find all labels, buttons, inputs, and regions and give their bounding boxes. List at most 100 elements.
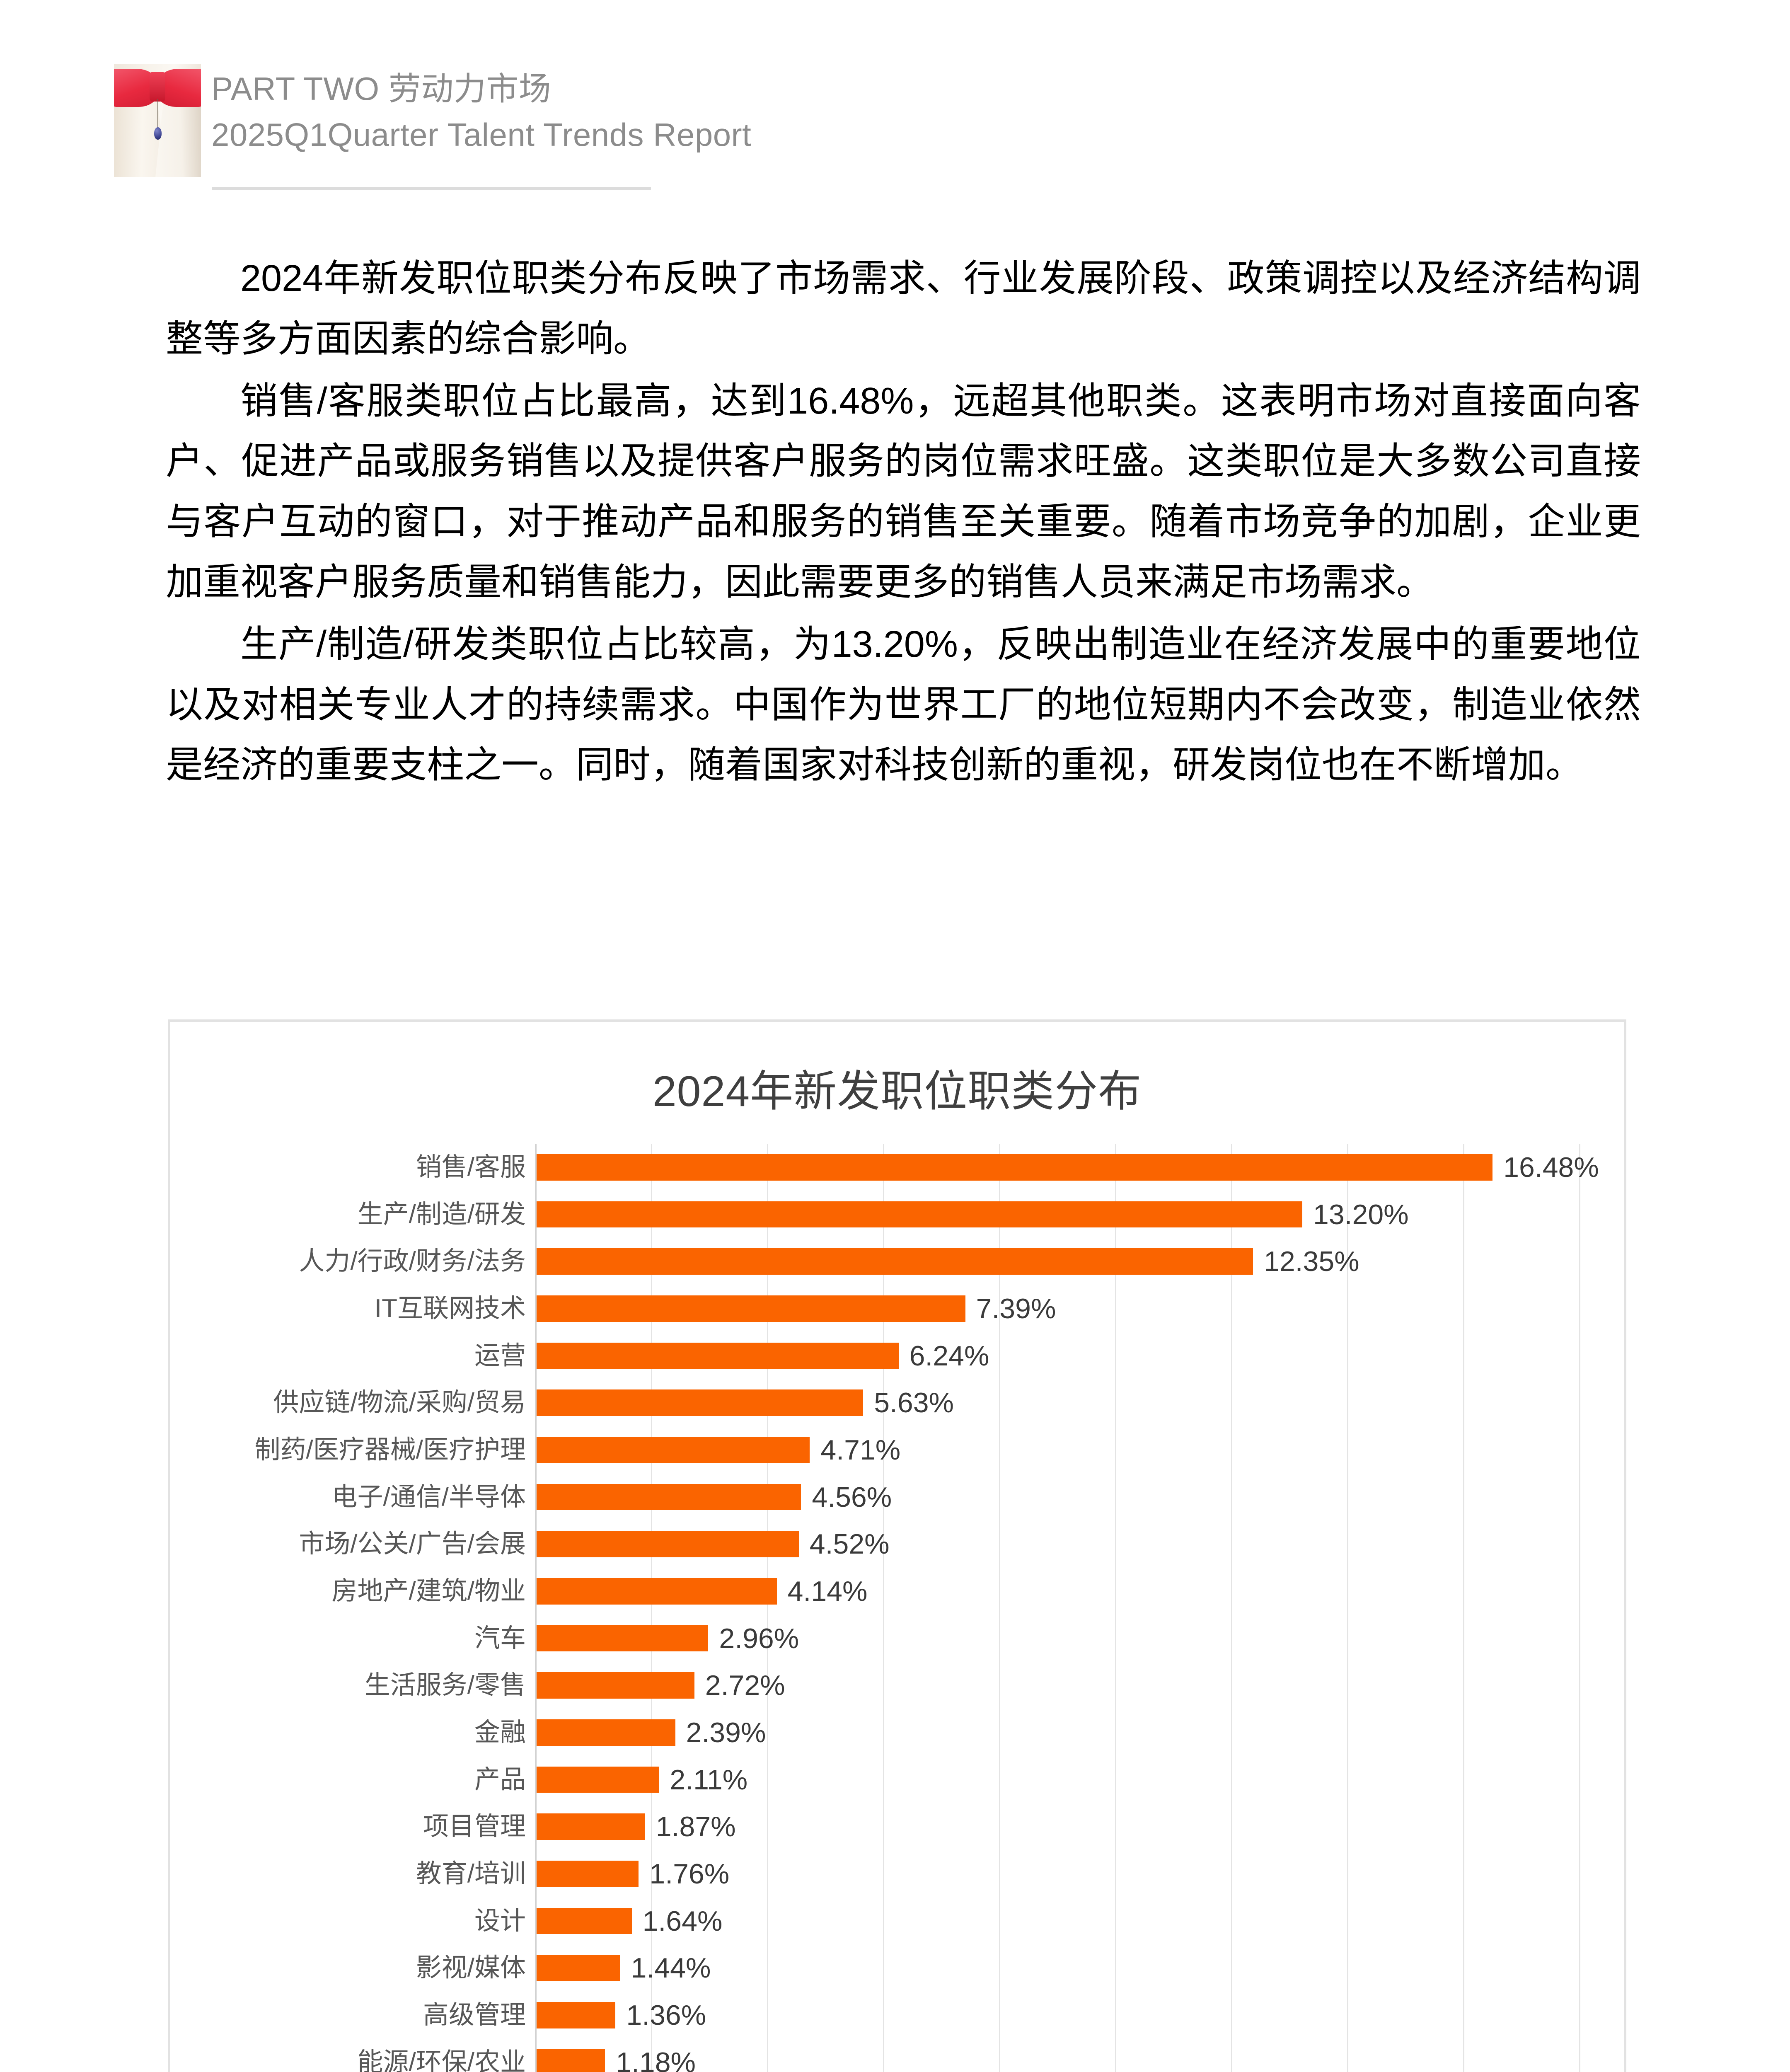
chart-bar: [537, 1248, 1253, 1275]
chart-category-label: 教育/培训: [416, 1859, 526, 1888]
chart-category-label: 金融: [474, 1718, 526, 1747]
chart-bar: [537, 1437, 810, 1463]
chart-bar-row: 设计 1.64%: [170, 1898, 1624, 1945]
chart-category-label: 运营: [474, 1341, 526, 1370]
chart-category-label: 能源/环保/农业: [357, 2048, 526, 2072]
chart-bar-rows: 销售/客服 16.48% 生产/制造/研发 13.20% 人力/行政/财务/法务 12.3…: [170, 1144, 1624, 2072]
chart-bar-container: 6.24%: [537, 1332, 1624, 1380]
chart-value-label: 6.24%: [909, 1340, 989, 1372]
gridline: [651, 1144, 652, 2072]
chart-plot-area: 销售/客服 16.48% 生产/制造/研发 13.20% 人力/行政/财务/法务 12.3…: [170, 1139, 1624, 2072]
paragraph-3: 生产/制造/研发类职位占比较高，为13.20%，反映出制造业在经济发展中的重要地…: [166, 623, 1641, 786]
chart-bar-row: 项目管理 1.87%: [170, 1803, 1624, 1850]
chart-value-label: 1.76%: [649, 1858, 730, 1890]
chart-bar-row: 教育/培训 1.76%: [170, 1850, 1624, 1898]
chart-value-label: 13.20%: [1313, 1198, 1409, 1230]
chart-value-label: 2.96%: [719, 1622, 799, 1654]
chart-category-label: 电子/通信/半导体: [331, 1482, 526, 1511]
chart-bar-row: 供应链/物流/采购/贸易 5.63%: [170, 1379, 1624, 1426]
chart-bar: [537, 1578, 777, 1605]
chart-bar: [537, 1813, 645, 1840]
paragraph-2: 销售/客服类职位占比最高，达到16.48%，远超其他职类。这表明市场对直接面向客…: [166, 380, 1641, 603]
chart-value-label: 1.64%: [642, 1905, 723, 1937]
chart-bar-container: 1.87%: [537, 1803, 1624, 1850]
chart-value-label: 1.87%: [656, 1811, 736, 1843]
gridline: [1579, 1144, 1580, 2072]
chart-bar: [537, 1766, 659, 1793]
chart-bar-row: 销售/客服 16.48%: [170, 1144, 1624, 1191]
gridline: [1347, 1144, 1348, 2072]
chart-bar-container: 7.39%: [537, 1285, 1624, 1332]
chart-value-label: 16.48%: [1503, 1151, 1599, 1183]
chart-bar: [537, 1672, 694, 1699]
chart-bar-row: 能源/环保/农业 1.18%: [170, 2039, 1624, 2072]
header-divider: [212, 187, 651, 190]
chart-bar: [537, 1625, 709, 1652]
gridline: [999, 1144, 1000, 2072]
chart-value-label: 2.11%: [670, 1764, 748, 1796]
chart-bar: [537, 2002, 616, 2028]
chart-bar-container: 12.35%: [537, 1238, 1624, 1285]
chart-category-label: IT互联网技术: [374, 1294, 526, 1323]
gridline: [767, 1144, 768, 2072]
chart-category-label: 项目管理: [423, 1812, 526, 1841]
chart-bar-container: 16.48%: [537, 1144, 1624, 1191]
chart-bar: [537, 1389, 864, 1416]
chart-bar-row: 市场/公关/广告/会展 4.52%: [170, 1520, 1624, 1568]
chart-category-label: 人力/行政/财务/法务: [299, 1247, 526, 1276]
chart-bar: [537, 1201, 1302, 1228]
chart-category-label: 高级管理: [423, 2000, 526, 2029]
chart-category-label: 制药/医疗器械/医疗护理: [254, 1435, 526, 1464]
chart-bar-row: 人力/行政/财务/法务 12.35%: [170, 1238, 1624, 1285]
chart-bar: [537, 1154, 1493, 1181]
chart-category-label: 供应链/物流/采购/贸易: [273, 1388, 526, 1417]
chart-bar-container: 4.56%: [537, 1474, 1624, 1521]
chart-panel: 2024年新发职位职类分布 销售/客服 16.48% 生产/制造/研发 13.20% 人…: [168, 1019, 1626, 2072]
chart-bar-container: 2.96%: [537, 1615, 1624, 1662]
chart-bar-row: IT互联网技术 7.39%: [170, 1285, 1624, 1332]
chart-value-label: 1.44%: [631, 1952, 711, 1984]
chart-bar-row: 房地产/建筑/物业 4.14%: [170, 1568, 1624, 1615]
chart-bar-container: 1.36%: [537, 1992, 1624, 2039]
chart-value-label: 4.56%: [812, 1481, 892, 1513]
chart-value-label: 5.63%: [874, 1387, 954, 1419]
chart-bar: [537, 2049, 605, 2072]
chart-category-label: 产品: [474, 1765, 526, 1794]
chart-value-label: 2.39%: [686, 1716, 766, 1748]
chart-bar: [537, 1861, 639, 1887]
chart-bar-container: 1.18%: [537, 2039, 1624, 2072]
chart-bar-container: 13.20%: [537, 1191, 1624, 1238]
chart-value-label: 7.39%: [976, 1293, 1056, 1324]
gridline: [1231, 1144, 1232, 2072]
gridline: [1463, 1144, 1464, 2072]
chart-bar-container: 2.72%: [537, 1662, 1624, 1709]
chart-bar-container: 5.63%: [537, 1379, 1624, 1426]
chart-bar-row: 高级管理 1.36%: [170, 1992, 1624, 2039]
chart-bar: [537, 1484, 801, 1510]
chart-value-label: 4.14%: [787, 1575, 868, 1607]
chart-bar: [537, 1295, 965, 1322]
chart-bar-row: 影视/媒体 1.44%: [170, 1944, 1624, 1992]
gridline: [1115, 1144, 1116, 2072]
paragraph-1: 2024年新发职位职类分布反映了市场需求、行业发展阶段、政策调控以及经济结构调整…: [166, 258, 1641, 360]
chart-value-label: 4.71%: [820, 1434, 901, 1466]
chart-bar-container: 2.11%: [537, 1756, 1624, 1803]
chart-category-label: 房地产/建筑/物业: [331, 1576, 526, 1605]
chart-bar-row: 运营 6.24%: [170, 1332, 1624, 1380]
header-part-label: PART TWO 劳动力市场: [211, 70, 552, 107]
header-thumbnail-image: [114, 64, 201, 177]
chart-bar: [537, 1955, 620, 1982]
chart-gridlines: [535, 1144, 1580, 2072]
chart-value-label: 1.18%: [616, 2046, 696, 2072]
chart-bar: [537, 1719, 675, 1746]
chart-bar-row: 金融 2.39%: [170, 1709, 1624, 1756]
chart-bar-row: 制药/医疗器械/医疗护理 4.71%: [170, 1426, 1624, 1474]
chart-bar: [537, 1531, 799, 1558]
chart-bar-row: 电子/通信/半导体 4.56%: [170, 1474, 1624, 1521]
chart-bar: [537, 1342, 899, 1369]
chart-bar-row: 汽车 2.96%: [170, 1615, 1624, 1662]
chart-bar-container: 4.14%: [537, 1568, 1624, 1615]
chart-bar-container: 4.71%: [537, 1426, 1624, 1474]
chart-bar-container: 2.39%: [537, 1709, 1624, 1756]
chart-category-label: 设计: [474, 1906, 526, 1935]
